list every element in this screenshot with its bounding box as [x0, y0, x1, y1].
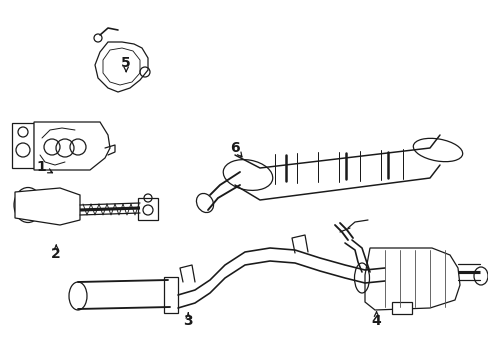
Text: 1: 1 [37, 161, 46, 174]
Bar [138, 198, 158, 220]
Polygon shape [34, 122, 110, 170]
Bar [163, 277, 178, 313]
Polygon shape [15, 188, 80, 225]
Polygon shape [95, 42, 148, 92]
Polygon shape [364, 248, 459, 310]
Text: 5: 5 [121, 56, 131, 70]
Bar [391, 302, 411, 314]
Polygon shape [103, 48, 140, 85]
Bar [12, 123, 34, 168]
Text: 3: 3 [183, 314, 193, 328]
Text: 4: 4 [371, 314, 381, 328]
Text: 6: 6 [229, 141, 239, 154]
Text: 2: 2 [51, 247, 61, 261]
